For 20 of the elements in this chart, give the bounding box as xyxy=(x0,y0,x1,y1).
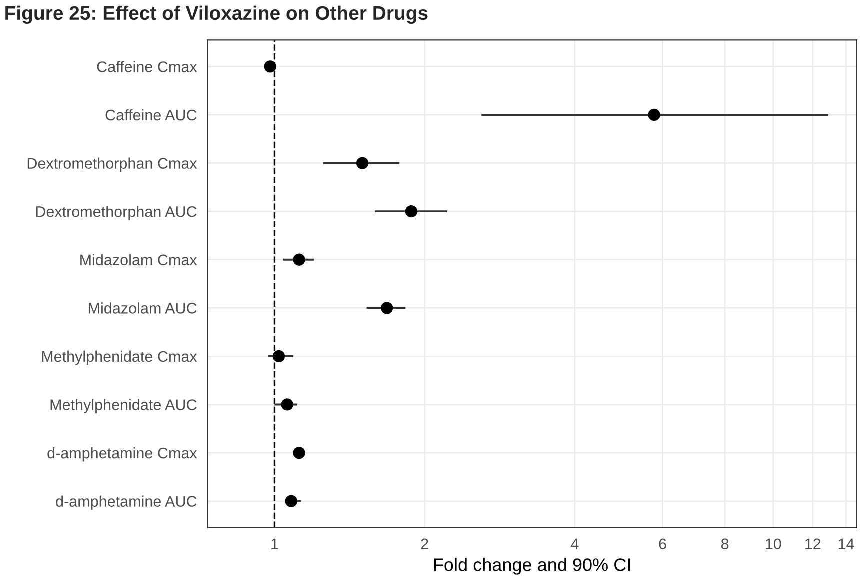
x-tick-label: 14 xyxy=(838,538,854,550)
x-axis-title: Fold change and 90% CI xyxy=(434,558,630,575)
x-tick-label: 1 xyxy=(272,538,278,550)
x-tick-label: 8 xyxy=(721,538,729,550)
y-tick-label: Caffeine Cmax xyxy=(97,61,198,72)
y-tick-label: Midazolam Cmax xyxy=(80,254,198,266)
y-tick-label: Methylphenidate Cmax xyxy=(42,350,198,366)
x-tick-label: 12 xyxy=(806,538,821,550)
y-tick-label: Dextromethorphan AUC xyxy=(36,206,197,220)
chart-title: Figure 25: Effect of Viloxazine on Other Drugs xyxy=(6,6,428,24)
x-tick-label: 2 xyxy=(421,538,428,550)
y-tick-label: Dextromethorphan Cmax xyxy=(28,158,198,172)
x-tick-label: 4 xyxy=(571,538,579,550)
y-tick-label: Methylphenidate AUC xyxy=(50,399,197,414)
y-tick-label: d-amphetamine AUC xyxy=(56,496,197,510)
y-tick-label: Midazolam AUC xyxy=(89,302,197,314)
x-tick-label: 6 xyxy=(659,538,666,550)
y-tick-label: d-amphetamine Cmax xyxy=(48,447,198,462)
y-tick-label: Caffeine AUC xyxy=(106,109,197,121)
x-tick-label: 10 xyxy=(766,538,782,550)
